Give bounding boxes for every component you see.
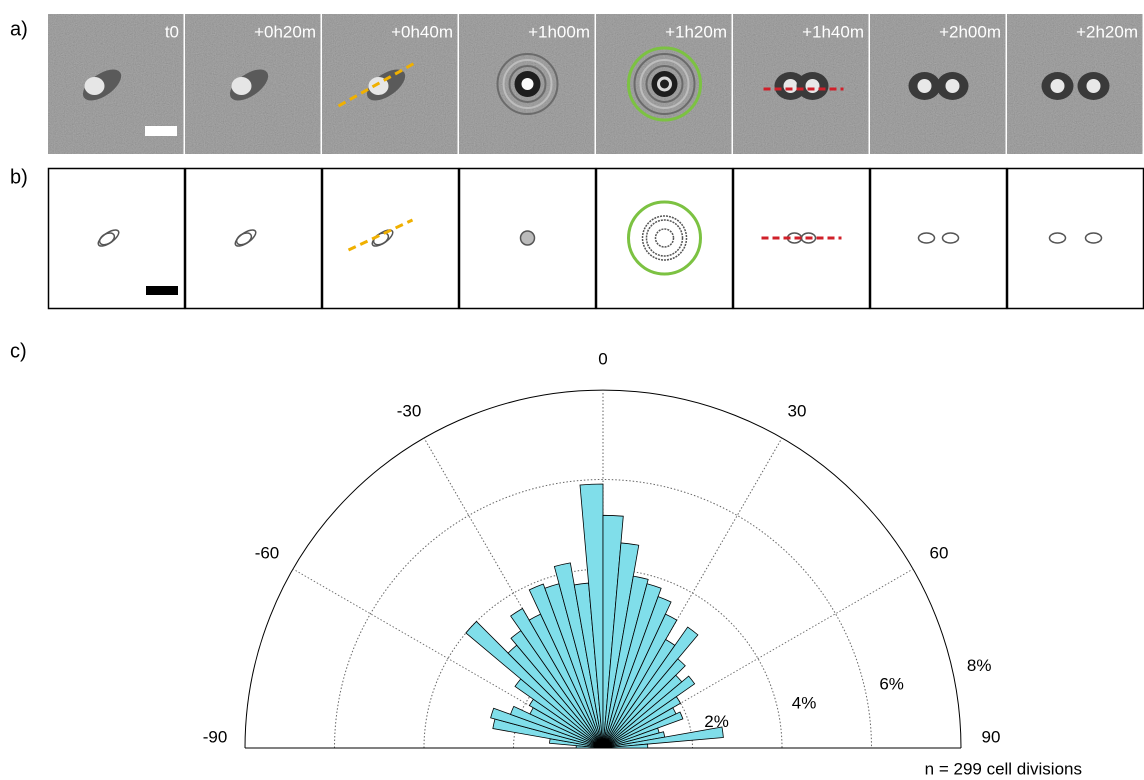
image-noise xyxy=(1007,14,1143,154)
cell-body xyxy=(783,79,798,93)
theta-tick-label: 90 xyxy=(982,727,1001,746)
ring xyxy=(645,65,684,103)
time-label: +1h20m xyxy=(665,22,727,41)
division-axis xyxy=(337,60,418,108)
cell xyxy=(908,72,969,100)
outline-tile xyxy=(869,167,1008,310)
cell-body xyxy=(805,79,820,93)
r-tick-label: 6% xyxy=(879,675,904,694)
panel-label: a) xyxy=(10,18,28,40)
ring xyxy=(508,65,547,103)
bar xyxy=(602,626,699,749)
theta-tick-label: 0 xyxy=(598,349,607,368)
theta-tick-label: -60 xyxy=(255,543,280,562)
time-label: +2h00m xyxy=(939,22,1001,41)
outline xyxy=(519,230,536,246)
bar xyxy=(602,658,686,749)
ring xyxy=(496,53,559,115)
cell-body xyxy=(1086,79,1101,93)
bar xyxy=(579,483,604,749)
bar xyxy=(602,696,682,749)
cell-body xyxy=(1050,79,1065,93)
cell-body xyxy=(945,79,960,93)
ring xyxy=(502,59,553,109)
selection-circle xyxy=(627,200,702,276)
cell-outline xyxy=(917,232,960,244)
cell-body xyxy=(368,77,389,95)
time-label: t0 xyxy=(165,22,179,41)
scale-bar xyxy=(145,126,177,136)
ring xyxy=(639,59,690,109)
r-tick-label: 4% xyxy=(792,693,817,712)
theta-tick-label: -30 xyxy=(397,401,422,420)
panel-label: c) xyxy=(10,340,27,362)
theta-tick-label: -90 xyxy=(203,727,228,746)
cell-outline xyxy=(234,229,257,247)
panel-b xyxy=(47,167,1144,310)
cell-outline xyxy=(641,215,688,261)
cell xyxy=(1041,72,1110,100)
division-axis xyxy=(347,218,414,252)
time-label: +0h20m xyxy=(254,22,316,41)
cell-body xyxy=(231,77,252,95)
outline xyxy=(98,232,116,246)
outline xyxy=(1048,232,1067,244)
panel-c: 2% 4% 6% 8% -90 -60 -30 0 30 60 90 n = 299 cell div… xyxy=(203,349,1082,778)
cell-body xyxy=(917,79,932,93)
outline xyxy=(235,232,253,246)
bar xyxy=(602,743,649,749)
scale-bar xyxy=(146,286,178,295)
bar xyxy=(465,620,604,749)
cell-outline xyxy=(97,229,120,247)
outline xyxy=(941,232,960,244)
time-label: +1h00m xyxy=(528,22,590,41)
grid-ring xyxy=(334,479,872,749)
cell-body xyxy=(84,77,105,95)
outline-tile xyxy=(458,167,597,310)
theta-tick-label: 30 xyxy=(788,401,807,420)
annotation: n = 299 cell divisions xyxy=(925,759,1082,778)
cell-outline xyxy=(519,230,536,246)
ring xyxy=(633,53,696,115)
r-tick-label: 8% xyxy=(967,656,992,675)
cell xyxy=(229,69,269,101)
outline xyxy=(917,232,936,244)
time-label: +2h20m xyxy=(1076,22,1138,41)
bar xyxy=(553,562,604,749)
bar xyxy=(510,607,604,749)
time-label: +0h40m xyxy=(391,22,453,41)
cell xyxy=(337,60,418,108)
time-label: +1h40m xyxy=(802,22,864,41)
cell-outline xyxy=(1048,232,1103,244)
cell xyxy=(496,53,559,115)
bar xyxy=(528,583,604,749)
bar xyxy=(602,675,696,749)
bar xyxy=(602,613,678,749)
r-tick-label: 2% xyxy=(704,712,729,731)
outline xyxy=(645,219,684,257)
outline-tile xyxy=(1006,167,1144,310)
panel-a: t0 +0h20m +0h40m +1h00m +1h20m +1h40m +2h00m +2… xyxy=(48,14,1143,154)
cell xyxy=(763,72,844,100)
bar xyxy=(602,596,672,749)
cell-core xyxy=(657,76,672,92)
cell xyxy=(627,46,702,122)
cell-core xyxy=(521,78,534,90)
outline xyxy=(641,215,688,261)
outline xyxy=(1084,232,1103,244)
panel-label: b) xyxy=(10,166,28,188)
outline-tile xyxy=(595,167,734,310)
theta-tick-label: 60 xyxy=(930,543,949,562)
bar xyxy=(602,711,684,749)
outline xyxy=(654,228,675,248)
bar xyxy=(602,726,724,749)
selection-circle xyxy=(627,46,702,122)
cell xyxy=(82,69,122,101)
